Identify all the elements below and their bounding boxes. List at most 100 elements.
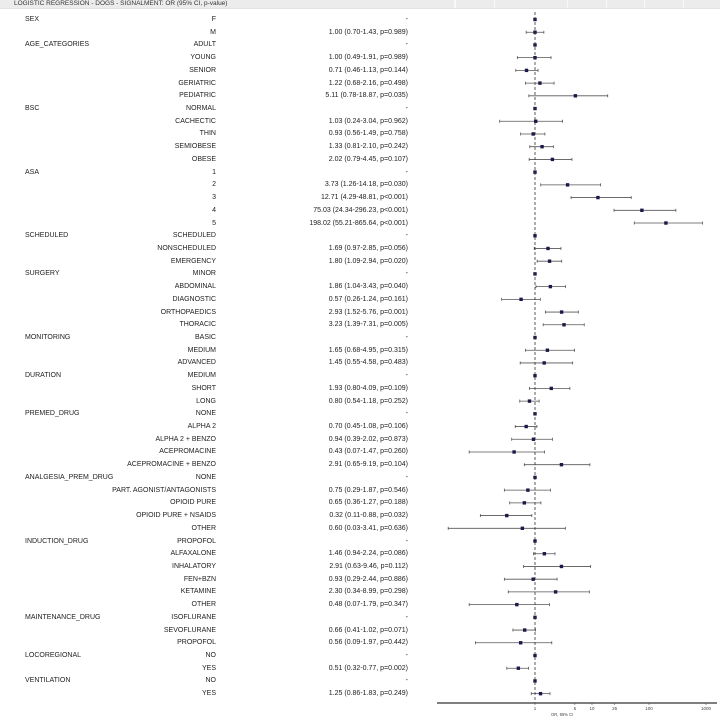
or-text: 1.00 (0.70-1.43, p=0.989) (328, 28, 408, 36)
x-tick-label: 1000 (701, 706, 712, 711)
or-text: - (405, 410, 408, 418)
or-point (524, 68, 529, 73)
title-bar-divider (644, 0, 645, 8)
or-point (527, 399, 532, 403)
reference-point (533, 373, 537, 378)
or-point (518, 641, 523, 645)
level-label: SEVOFLURANE (163, 626, 216, 634)
level-label: NONSCHEDULED (157, 244, 216, 252)
or-text: - (405, 537, 408, 545)
level-label: YES (201, 690, 216, 698)
or-text: 1.22 (0.68-2.16, p=0.498) (328, 79, 408, 87)
group-label: PREMED_DRUG (25, 410, 80, 418)
or-text: 5.11 (0.78-18.87, p=0.035) (325, 92, 408, 100)
level-label: OTHER (191, 524, 217, 532)
reference-point (533, 653, 537, 658)
chart-title: LOGISTIC REGRESSION - DOGS - SIGNALMENT:… (14, 0, 228, 7)
or-text: 0.71 (0.46-1.13, p=0.144) (328, 66, 408, 74)
or-text: 0.66 (0.41-1.02, p=0.071) (328, 626, 408, 634)
or-point (524, 424, 528, 429)
level-label: 4 (212, 206, 216, 214)
or-text: 1.65 (0.68-4.95, p=0.315) (328, 346, 408, 354)
or-text: 0.60 (0.03-3.41, p=0.636) (328, 524, 408, 532)
or-text: - (405, 473, 408, 481)
title-bar-divider (606, 0, 607, 8)
x-tick-label: 25 (612, 706, 618, 711)
or-point (522, 501, 527, 505)
or-point (545, 348, 550, 352)
or-point (562, 323, 566, 327)
or-point (559, 463, 564, 467)
or-text: 0.80 (0.54-1.18, p=0.252) (328, 397, 408, 405)
level-label: NONE (195, 473, 216, 481)
level-label: FEN+BZN (183, 575, 216, 583)
level-label: ALPHA 2 + BENZO (155, 435, 217, 443)
or-text: 0.70 (0.45-1.08, p=0.106) (328, 423, 408, 431)
or-text: 1.46 (0.94-2.24, p=0.086) (328, 550, 408, 558)
title-bar: LOGISTIC REGRESSION - DOGS - SIGNALMENT:… (0, 0, 720, 9)
or-text: 1.80 (1.09-2.94, p=0.020) (328, 257, 408, 265)
x-tick-label: 5 (574, 706, 577, 711)
title-bar-divider (455, 0, 456, 8)
level-label: GERIATRIC (178, 79, 216, 87)
or-text: - (405, 677, 408, 685)
or-point (542, 361, 546, 365)
or-point (520, 526, 525, 530)
level-label: DIAGNOSTIC (172, 295, 216, 303)
or-point (546, 246, 550, 251)
or-point (559, 564, 564, 569)
level-label: M (210, 28, 216, 36)
group-label: ASA (25, 168, 40, 176)
level-label: OPIOID PURE (170, 499, 216, 507)
title-bar-divider (567, 0, 568, 8)
level-label: 5 (212, 219, 216, 227)
level-label: INHALATORY (172, 562, 216, 570)
or-point (526, 488, 530, 492)
level-label: OPIOID PURE + NSAIDS (136, 512, 216, 520)
or-text: 1.69 (0.97-2.85, p=0.056) (328, 244, 408, 252)
x-axis-label: OR, 95% CI (551, 712, 573, 717)
group-label: LOCOREGIONAL (25, 652, 82, 659)
or-point (538, 691, 543, 696)
or-point (565, 183, 570, 187)
group-label: MAINTENANCE_DRUG (25, 613, 101, 621)
or-text: 1.93 (0.80-4.09, p=0.109) (328, 384, 408, 392)
or-text: 1.45 (0.55-4.58, p=0.483) (328, 359, 408, 367)
level-label: SEMIOBESE (174, 143, 216, 151)
or-point (531, 577, 535, 581)
level-label: MEDIUM (187, 372, 216, 380)
or-text: - (405, 270, 408, 278)
or-text: 0.43 (0.07-1.47, p=0.260) (328, 448, 408, 456)
or-text: 0.65 (0.36-1.27, p=0.188) (328, 499, 408, 507)
level-label: ADULT (193, 41, 216, 49)
level-label: KETAMINE (180, 588, 216, 596)
level-label: ACEPROMACINE + BENZO (127, 461, 216, 469)
or-point (505, 513, 509, 518)
or-text: 0.57 (0.26-1.24, p=0.161) (328, 295, 408, 303)
group-label: DURATION (25, 372, 62, 380)
or-text: - (405, 372, 408, 380)
level-label: MINOR (192, 270, 216, 278)
or-text: 1.00 (0.49-1.91, p=0.989) (328, 54, 408, 62)
level-label: BASIC (194, 334, 216, 341)
or-point (516, 666, 521, 670)
group-label: SURGERY (25, 270, 60, 278)
level-label: CACHECTIC (175, 117, 216, 125)
level-label: EMERGENCY (170, 257, 216, 265)
level-label: NO (205, 652, 217, 659)
or-point (531, 132, 535, 136)
or-text: 2.91 (0.65-9.19, p=0.104) (328, 461, 408, 469)
group-label: MONITORING (25, 334, 71, 341)
or-point (548, 284, 553, 289)
level-label: OBESE (191, 155, 216, 163)
level-label: OTHER (191, 601, 217, 609)
level-label: LONG (196, 397, 216, 405)
or-text: 12.71 (4.29-48.81, p<0.001) (321, 194, 408, 202)
or-text: 0.51 (0.32-0.77, p=0.002) (328, 664, 408, 672)
level-label: ACEPROMACINE (159, 448, 216, 456)
or-point (573, 94, 578, 98)
title-bar-divider (494, 0, 495, 8)
or-text: 0.48 (0.07-1.79, p=0.347) (328, 601, 408, 609)
or-point (538, 81, 542, 85)
reference-point (533, 679, 537, 683)
